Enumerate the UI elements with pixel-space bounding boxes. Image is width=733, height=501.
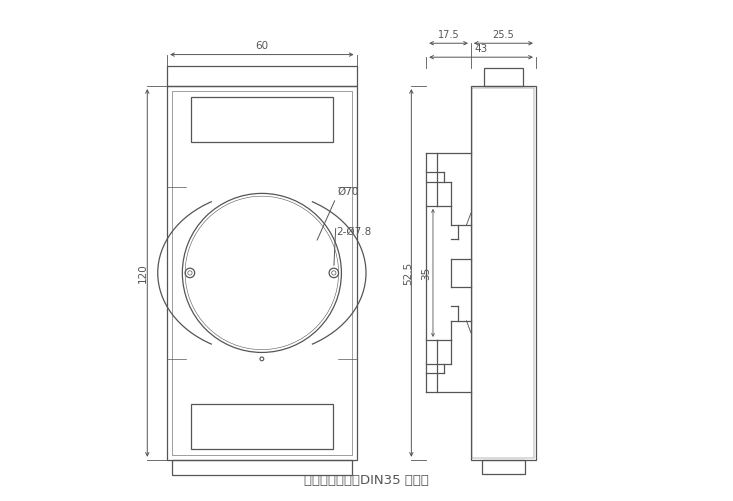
Text: 52.5: 52.5 — [403, 262, 413, 285]
Bar — [167, 66, 356, 86]
Bar — [484, 68, 523, 86]
Text: 43: 43 — [474, 44, 487, 54]
Bar — [472, 88, 534, 458]
Text: 2-Ø7.8: 2-Ø7.8 — [336, 227, 371, 237]
Bar — [471, 86, 536, 460]
Bar — [191, 97, 333, 142]
Bar — [191, 404, 333, 448]
Bar — [482, 460, 525, 474]
Text: 35: 35 — [421, 267, 431, 280]
Text: 17.5: 17.5 — [438, 30, 460, 40]
Text: 120: 120 — [139, 263, 148, 283]
Text: Ø70: Ø70 — [337, 187, 358, 197]
Bar — [167, 86, 356, 460]
Text: 60: 60 — [255, 41, 268, 51]
Text: 25.5: 25.5 — [493, 30, 515, 40]
Bar — [172, 460, 352, 475]
Bar — [172, 91, 352, 455]
Text: 可以安装在标准DIN35 导轨上: 可以安装在标准DIN35 导轨上 — [304, 474, 429, 487]
